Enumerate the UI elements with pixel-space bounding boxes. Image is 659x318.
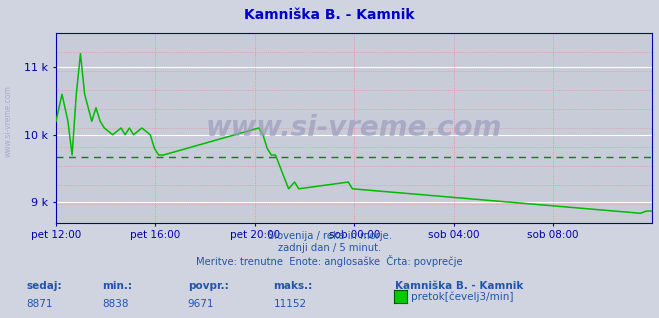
Text: 8838: 8838 [102,299,129,309]
Text: Slovenija / reke in morje.: Slovenija / reke in morje. [268,231,391,240]
Text: zadnji dan / 5 minut.: zadnji dan / 5 minut. [278,243,381,252]
Text: 9671: 9671 [188,299,214,309]
Text: povpr.:: povpr.: [188,281,229,291]
Text: min.:: min.: [102,281,132,291]
Text: Meritve: trenutne  Enote: anglosaške  Črta: povprečje: Meritve: trenutne Enote: anglosaške Črta… [196,255,463,267]
Text: sedaj:: sedaj: [26,281,62,291]
Text: maks.:: maks.: [273,281,313,291]
Text: www.si-vreme.com: www.si-vreme.com [3,85,13,157]
Text: www.si-vreme.com: www.si-vreme.com [206,114,502,142]
Text: Kamniška B. - Kamnik: Kamniška B. - Kamnik [244,8,415,22]
Text: pretok[čevelj3/min]: pretok[čevelj3/min] [411,291,514,302]
Text: 11152: 11152 [273,299,306,309]
Text: Kamniška B. - Kamnik: Kamniška B. - Kamnik [395,281,524,291]
Text: 8871: 8871 [26,299,53,309]
